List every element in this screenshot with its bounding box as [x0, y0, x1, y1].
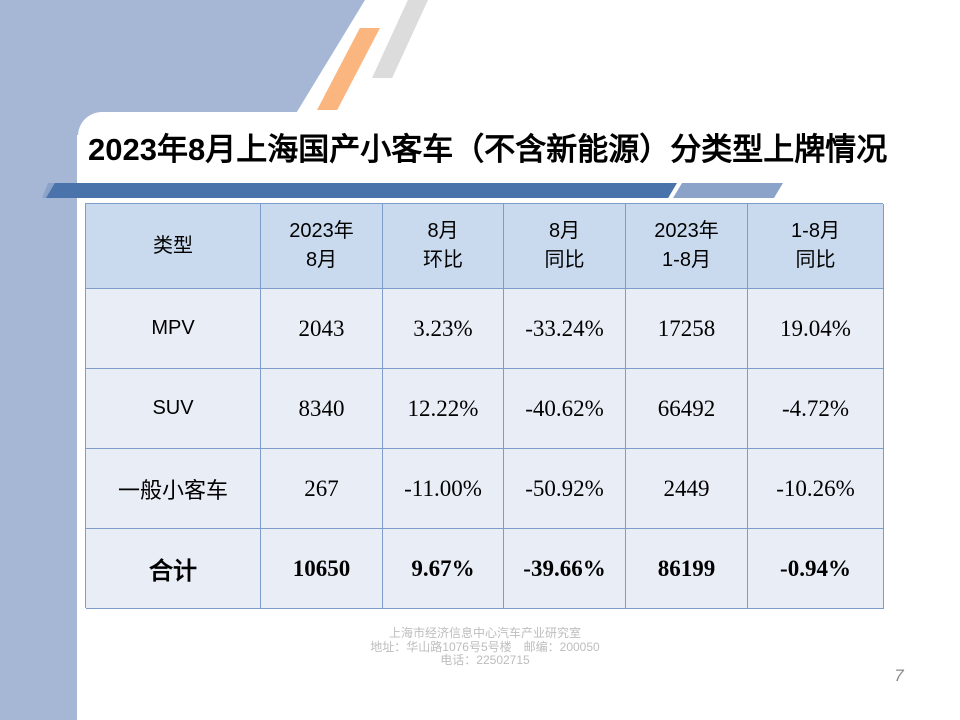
- footer-address: 地址：华山路1076号5号楼 邮编：200050: [370, 639, 600, 654]
- header-line1: 1-8月: [791, 220, 840, 242]
- table-cell: 17258: [626, 289, 748, 369]
- table-cell: -50.92%: [504, 449, 626, 529]
- table-header-mom: 8月 环比: [383, 204, 504, 289]
- footer-org-name: 上海市经济信息中心汽车产业研究室: [388, 626, 581, 640]
- table-cell: 66492: [626, 369, 748, 449]
- table-header-2023-08: 2023年 8月: [261, 204, 383, 289]
- header-line2: 同比: [544, 249, 585, 271]
- row-label-general-passenger: 一般小客车: [86, 449, 261, 529]
- title-underline-bar: [46, 183, 677, 198]
- header-line1: 8月: [427, 220, 459, 242]
- table-cell: 267: [261, 449, 383, 529]
- header-line2: 同比: [795, 249, 836, 271]
- table-cell: -11.00%: [383, 449, 504, 529]
- table-cell: 3.23%: [383, 289, 504, 369]
- footer-contact-info: 上海市经济信息中心汽车产业研究室 地址：华山路1076号5号楼 邮编：20005…: [190, 626, 780, 668]
- decorative-gray-stripe: [372, 0, 428, 78]
- header-line1: 2023年: [654, 220, 719, 242]
- table-cell: 2449: [626, 449, 748, 529]
- header-line2: 8月: [305, 249, 338, 271]
- table-cell: -4.72%: [748, 369, 884, 449]
- table-cell: 12.22%: [383, 369, 504, 449]
- table-cell: 2043: [261, 289, 383, 369]
- table-header-2023-1-8: 2023年 1-8月: [626, 204, 748, 289]
- slide-title: 2023年8月上海国产小客车（不含新能源）分类型上牌情况: [88, 132, 888, 167]
- table-cell: 10650: [261, 529, 383, 609]
- row-label-total: 合计: [86, 529, 261, 609]
- title-underline-bar-right-accent: [673, 183, 783, 198]
- table-cell: -40.62%: [504, 369, 626, 449]
- footer-phone: 电话：22502715: [440, 653, 530, 667]
- table-cell: -39.66%: [504, 529, 626, 609]
- page-number: 7: [894, 666, 904, 685]
- table-cell: -0.94%: [748, 529, 884, 609]
- table-cell: 86199: [626, 529, 748, 609]
- table-header-yoy: 8月 同比: [504, 204, 626, 289]
- row-label-mpv: MPV: [86, 289, 261, 369]
- table-cell: 8340: [261, 369, 383, 449]
- header-line1: 8月: [548, 220, 581, 242]
- header-label: 类型: [153, 234, 193, 257]
- header-line2: 环比: [423, 249, 463, 271]
- header-line2: 1-8月: [662, 249, 711, 271]
- registration-table: 类型 2023年 8月 8月 环比 8月 同比 2023年 1-8月 1-8月 …: [85, 203, 884, 609]
- table-header-ytd-yoy: 1-8月 同比: [748, 204, 884, 289]
- table-cell: 19.04%: [748, 289, 884, 369]
- row-label-suv: SUV: [86, 369, 261, 449]
- table-cell: 9.67%: [383, 529, 504, 609]
- table-cell: -10.26%: [748, 449, 884, 529]
- header-line1: 2023年: [289, 220, 354, 242]
- table-cell: -33.24%: [504, 289, 626, 369]
- table-header-type: 类型: [86, 204, 261, 289]
